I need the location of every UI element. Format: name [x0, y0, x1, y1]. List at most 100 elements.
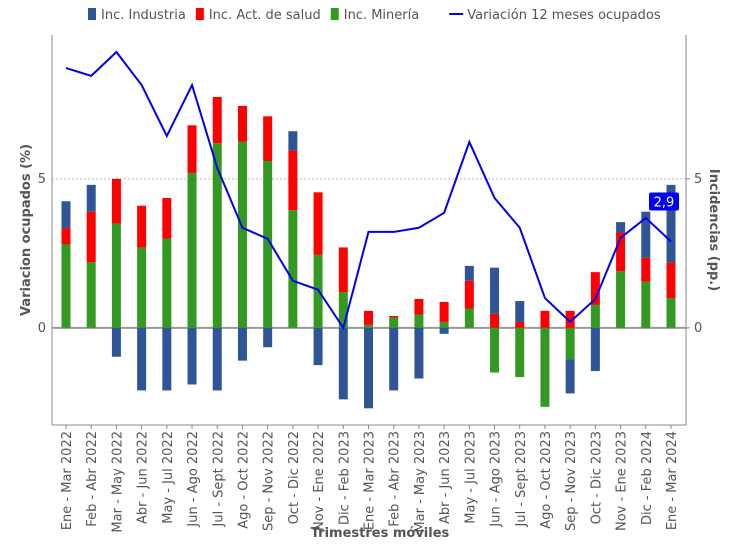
x-tick-label: Nov - Ene 2023: [615, 431, 630, 531]
bar: [187, 125, 197, 173]
bar: [439, 327, 449, 334]
bar: [515, 301, 525, 322]
bar: [590, 327, 600, 372]
bar: [641, 281, 651, 328]
x-tick-label: May - Jul 2022: [161, 431, 176, 524]
legend-label: Inc. Act. de salud: [209, 8, 321, 23]
bar: [414, 327, 424, 379]
x-tick-label: Ago - Oct 2023: [539, 431, 554, 529]
bar: [464, 265, 474, 281]
x-tick-label: Mar - May 2022: [110, 431, 125, 533]
line: [65, 50, 672, 331]
bar: [439, 321, 449, 328]
x-axis-title: Trimestres móviles: [311, 526, 450, 541]
bar: [666, 184, 676, 263]
bar: [162, 327, 172, 391]
bar: [641, 211, 651, 258]
bar: [616, 232, 626, 272]
bar: [288, 150, 298, 211]
bar: [162, 197, 172, 239]
bar: [389, 327, 399, 391]
x-tick-label: Ene - Mar 2022: [60, 431, 75, 530]
bar: [565, 327, 575, 360]
bar: [414, 298, 424, 315]
x-tick-label: Abr - Jun 2023: [438, 431, 453, 524]
bar: [338, 247, 348, 293]
bar: [490, 267, 500, 314]
bar: [313, 327, 323, 366]
bar: [490, 313, 500, 328]
x-tick-label: Feb - Abr 2022: [85, 431, 100, 527]
bar: [111, 327, 121, 357]
x-tick-label: Jun - Ago 2022: [186, 431, 201, 528]
bar: [338, 292, 348, 328]
bar: [666, 298, 676, 328]
bar: [162, 238, 172, 328]
x-tick-label: Ene - Mar 2024: [665, 431, 680, 530]
y-tick-label: 0: [38, 321, 46, 336]
bar: [389, 317, 399, 328]
bar: [565, 310, 575, 328]
x-tick-label: Nov - Ene 2022: [312, 431, 327, 531]
bar: [212, 96, 222, 144]
x-tick-label: Sep - Nov 2022: [262, 431, 277, 531]
y2-axis-title: Incidencias (pp.): [706, 169, 721, 291]
bar: [490, 327, 500, 373]
bar: [464, 280, 474, 309]
bar: [338, 327, 348, 400]
y-tick-label: 5: [38, 172, 46, 187]
bar: [464, 308, 474, 328]
bar: [212, 143, 222, 328]
y2-tick-label: 5: [694, 172, 702, 187]
bar: [565, 359, 575, 394]
y-axis-title: Variacion ocupados (%): [19, 144, 34, 316]
x-tick-label: Jul - Sept 2022: [211, 431, 226, 527]
y2-tick-label: 0: [694, 321, 702, 336]
bar: [515, 321, 525, 328]
bar: [86, 262, 96, 328]
legend-swatch: [195, 8, 204, 20]
bar: [111, 223, 121, 328]
bar: [263, 161, 273, 328]
legend-label: Inc. Industria: [101, 8, 186, 23]
x-tick-label: Jul - Sept 2023: [514, 431, 529, 527]
bar: [61, 201, 71, 229]
bar: [439, 301, 449, 322]
bar: [641, 257, 651, 282]
annotation-box: [649, 192, 679, 211]
bar: [364, 327, 373, 409]
x-tick-label: Feb - Abr 2023: [388, 431, 403, 527]
annotation: 2,9: [654, 195, 675, 210]
bar: [616, 222, 626, 233]
bar: [137, 327, 147, 391]
bar: [288, 131, 298, 151]
x-tick-label: Jun - Ago 2023: [489, 431, 504, 528]
legend-label: Inc. Minería: [344, 8, 419, 23]
x-tick-label: Sep - Nov 2023: [564, 431, 579, 531]
bar: [389, 315, 399, 318]
bar: [263, 327, 273, 348]
bar: [590, 304, 600, 328]
bar: [237, 105, 247, 142]
bar: [237, 327, 247, 361]
x-tick-label: Oct - Dic 2023: [589, 431, 604, 524]
bar: [137, 205, 147, 248]
bar: [212, 327, 222, 391]
x-tick-label: May - Jul 2023: [463, 431, 478, 524]
bar: [237, 141, 247, 328]
legend-swatch: [88, 8, 96, 20]
legend-label: Variación 12 meses ocupados: [467, 8, 661, 23]
bar: [540, 327, 550, 407]
bar: [111, 178, 121, 224]
bar: [61, 228, 71, 245]
bar: [364, 324, 373, 328]
x-tick-label: Ago - Oct 2022: [236, 431, 251, 529]
bar: [364, 310, 373, 325]
bar: [590, 272, 600, 305]
bar: [86, 211, 96, 263]
bar: [414, 314, 424, 328]
bar: [137, 247, 147, 328]
x-tick-label: Oct - Dic 2022: [287, 431, 302, 524]
bar: [515, 327, 525, 378]
